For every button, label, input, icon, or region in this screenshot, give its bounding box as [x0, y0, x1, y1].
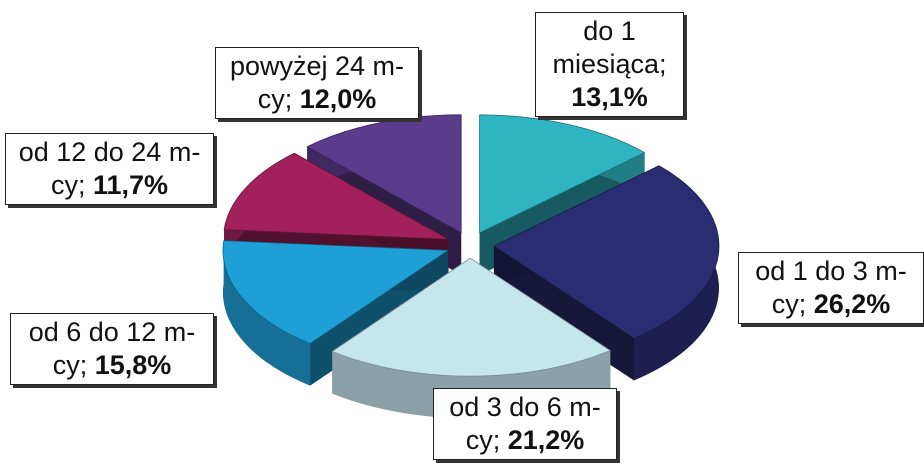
- slice: [222, 240, 450, 345]
- label-name: od 1 do 3 m-cy;: [755, 256, 907, 319]
- slice: [223, 152, 449, 240]
- label-name: powyżej 24 m-cy;: [229, 51, 405, 114]
- label-value: 12,0%: [299, 84, 377, 114]
- label-name: do 1 miesiąca;: [552, 16, 667, 79]
- slice: [306, 114, 462, 234]
- slice-label: od 3 do 6 m-cy; 21,2%: [433, 388, 617, 460]
- label-value: 15,8%: [94, 350, 172, 380]
- slice-label: do 1 miesiąca; 13,1%: [535, 12, 684, 117]
- slice-label: od 1 do 3 m-cy; 26,2%: [738, 252, 924, 324]
- slice-side: [223, 240, 311, 386]
- label-value: 11,7%: [92, 170, 169, 200]
- slice: [493, 165, 720, 339]
- label-name: od 6 do 12 m-cy;: [28, 317, 196, 380]
- label-value: 13,1%: [571, 82, 648, 112]
- slice: [331, 257, 612, 377]
- label-value: 21,2%: [507, 425, 585, 455]
- slice-label: powyżej 24 m-cy; 12,0%: [215, 47, 419, 119]
- slice-label: od 12 do 24 m-cy; 11,7%: [5, 133, 214, 205]
- label-name: od 12 do 24 m-cy;: [18, 137, 201, 200]
- slice: [479, 114, 646, 234]
- label-name: od 3 do 6 m-cy;: [449, 392, 601, 455]
- slice-label: od 6 do 12 m-cy; 15,8%: [10, 313, 214, 385]
- label-value: 26,2%: [813, 289, 891, 319]
